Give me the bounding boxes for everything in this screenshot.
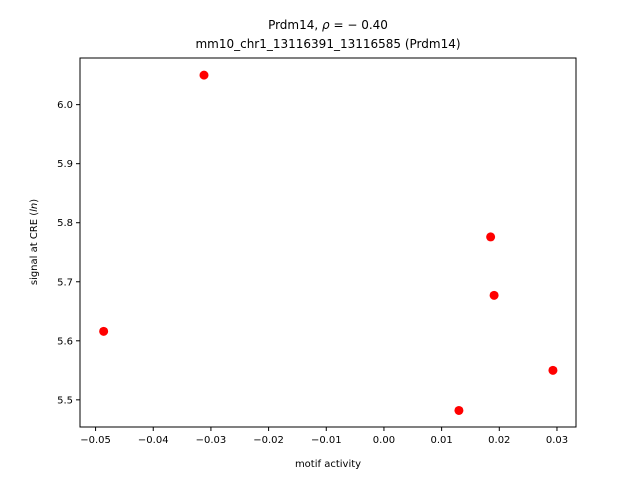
y-tick-label: 6.0 bbox=[57, 100, 73, 111]
y-axis-label: signal at CRE (ln) bbox=[29, 199, 40, 285]
data-point-6 bbox=[548, 365, 558, 375]
data-point-2 bbox=[199, 70, 209, 80]
x-tick-label: 0.00 bbox=[373, 435, 395, 446]
x-tick-label: 0.01 bbox=[430, 435, 452, 446]
title-line-2: mm10_chr1_13116391_13116585 (Prdm14) bbox=[195, 37, 460, 51]
x-axis-label: motif activity bbox=[295, 459, 361, 470]
x-tick-label: −0.03 bbox=[196, 435, 227, 446]
x-tick-label: −0.05 bbox=[80, 435, 111, 446]
y-tick-label: 5.8 bbox=[57, 218, 73, 229]
data-point-5 bbox=[489, 290, 499, 300]
plot-frame bbox=[79, 57, 577, 428]
data-point-4 bbox=[486, 232, 496, 242]
x-tick-label: 0.02 bbox=[488, 435, 510, 446]
y-tick-label: 5.6 bbox=[57, 336, 73, 347]
title-line-1: Prdm14, ρ = − 0.40 bbox=[268, 18, 388, 32]
y-axis-ticks: 5.5 5.6 5.7 5.8 5.9 6.0 bbox=[57, 100, 80, 406]
y-tick-label: 5.5 bbox=[57, 395, 73, 406]
y-tick-label: 5.9 bbox=[57, 159, 73, 170]
y-tick-label: 5.7 bbox=[57, 277, 73, 288]
x-tick-label: −0.02 bbox=[253, 435, 284, 446]
x-tick-label: 0.03 bbox=[546, 435, 568, 446]
data-point-1 bbox=[99, 326, 109, 336]
chart-title: Prdm14, ρ = − 0.40 mm10_chr1_13116391_13… bbox=[195, 18, 460, 51]
data-point-3 bbox=[454, 405, 464, 415]
x-tick-label: −0.04 bbox=[138, 435, 169, 446]
x-tick-label: −0.01 bbox=[311, 435, 342, 446]
x-axis-ticks: −0.05 −0.04 −0.03 −0.02 −0.01 0.00 0.01 0.02 0.0… bbox=[80, 427, 568, 446]
data-points bbox=[99, 70, 558, 415]
